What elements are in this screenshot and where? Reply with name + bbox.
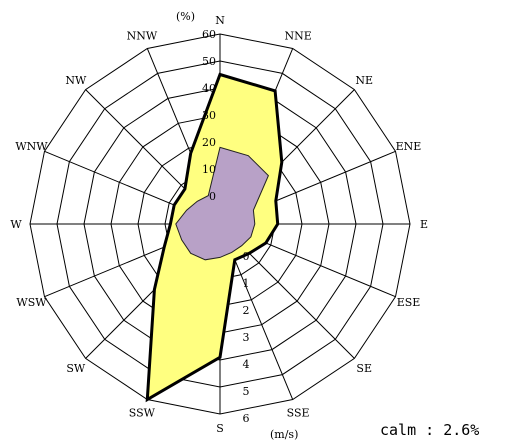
grid-spoke [230,249,294,400]
frequency-tick-label: 60 [202,28,216,41]
direction-label: WSW [16,296,47,309]
direction-label: SSE [287,407,310,420]
chart-series [145,72,284,403]
direction-label: WNW [15,140,48,153]
direction-label: SSW [129,407,156,420]
direction-label: W [10,218,22,231]
frequency-tick-label: 0 [209,190,216,203]
speed-unit-label: (m/s) [270,428,298,441]
direction-label: NW [65,74,87,87]
speed-tick-label: 6 [243,412,250,425]
direction-label: SW [66,362,86,375]
grid-spoke [85,89,201,205]
direction-label: NNE [284,30,311,43]
speed-tick-label: 4 [243,358,250,371]
speed-tick-label: 2 [243,304,250,317]
frequency-unit-label: (%) [176,10,195,23]
grid-spoke [239,243,355,359]
direction-label: NE [355,74,373,87]
frequency-tick-label: 30 [202,109,216,122]
direction-label: S [216,422,224,435]
chart-labels: NNNENEENEEESESESSESSSWSWWSWWWNWNWNNW0102… [10,14,428,435]
frequency-tick-label: 20 [202,136,216,149]
direction-label: ENE [396,140,422,153]
grid-spoke [245,234,396,298]
direction-label: N [215,14,225,27]
frequency-tick-label: 10 [202,163,216,176]
speed-series-polygon [175,146,269,261]
speed-tick-label: 1 [243,277,250,290]
direction-label: ESE [397,296,421,309]
grid-spoke [44,150,195,214]
speed-tick-label: 0 [243,250,250,263]
frequency-tick-label: 50 [202,55,216,68]
speed-tick-label: 3 [243,331,250,344]
direction-label: SE [356,362,372,375]
speed-tick-label: 5 [243,385,250,398]
direction-label: E [420,218,428,231]
direction-label: NNW [127,30,158,43]
frequency-tick-label: 40 [202,82,216,95]
calm-label: calm : 2.6% [380,421,479,439]
